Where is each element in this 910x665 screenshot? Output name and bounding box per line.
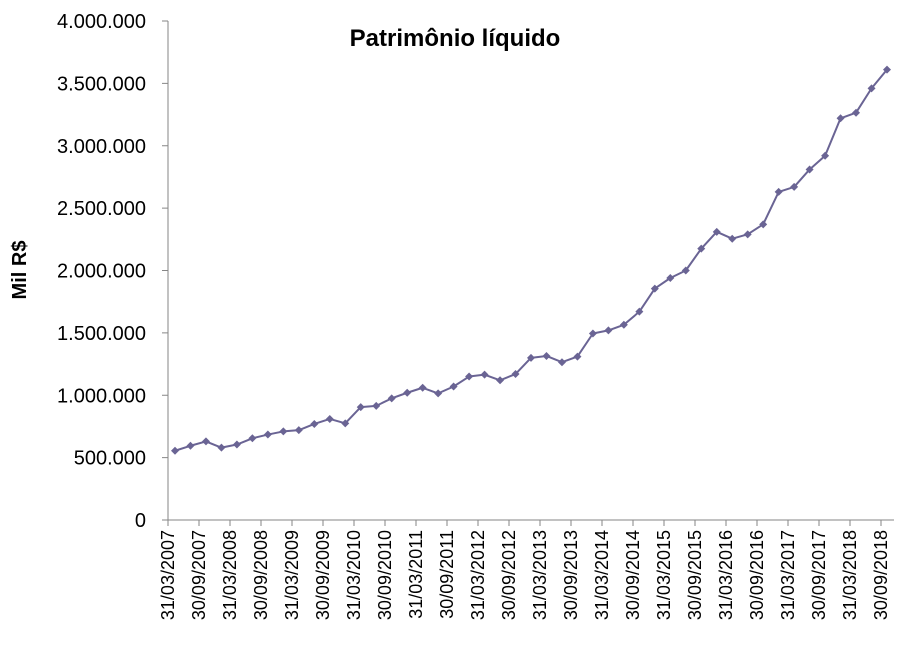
- data-point-marker: [248, 434, 257, 443]
- x-tick-label: 30/09/2012: [499, 530, 519, 620]
- data-point-marker: [418, 383, 427, 392]
- data-point-marker: [867, 84, 876, 93]
- x-tick-label: 30/09/2014: [623, 530, 643, 620]
- data-point-marker: [697, 244, 706, 253]
- data-point-marker: [496, 376, 505, 385]
- x-tick-label: 30/09/2010: [375, 530, 395, 620]
- x-tick-label: 30/09/2009: [313, 530, 333, 620]
- data-point-marker: [852, 108, 861, 117]
- data-point-marker: [821, 151, 830, 160]
- x-tick-label: 31/03/2010: [344, 530, 364, 620]
- data-point-marker: [341, 419, 350, 428]
- data-point-marker: [403, 388, 412, 397]
- x-tick-label: 31/03/2012: [468, 530, 488, 620]
- y-tick-label: 3.000.000: [57, 136, 146, 158]
- x-tick-label: 31/03/2009: [282, 530, 302, 620]
- x-tick-label: 31/03/2007: [158, 530, 178, 620]
- y-tick-label: 1.500.000: [57, 323, 146, 345]
- series-line: [174, 69, 888, 452]
- data-point-marker: [480, 370, 489, 379]
- data-point-marker: [542, 351, 551, 360]
- y-tick-label: 2.500.000: [57, 198, 146, 220]
- axes: [167, 21, 894, 521]
- x-tick-label: 30/09/2007: [189, 530, 209, 620]
- x-tick-label: 31/03/2014: [592, 530, 612, 620]
- data-point-marker: [666, 273, 675, 282]
- y-tick-label: 2.000.000: [57, 261, 146, 283]
- data-point-marker: [790, 182, 799, 191]
- x-tick-label: 31/03/2017: [778, 530, 798, 620]
- data-point-marker: [805, 165, 814, 174]
- data-point-marker: [588, 329, 597, 338]
- data-point-marker: [356, 403, 365, 412]
- data-point-marker: [681, 266, 690, 275]
- data-point-marker: [836, 114, 845, 123]
- y-tick-label: 3.500.000: [57, 73, 146, 95]
- x-tick-label: 31/03/2013: [530, 530, 550, 620]
- x-tick-label: 31/03/2016: [716, 530, 736, 620]
- data-point-marker: [217, 443, 226, 452]
- data-point-marker: [465, 372, 474, 381]
- y-tick-label: 500.000: [74, 448, 146, 470]
- data-point-marker: [573, 352, 582, 361]
- data-point-marker: [527, 353, 535, 362]
- y-axis-ticks: 0 500.000 1.000.000 1.500.000 2.000.000 2.500…: [57, 11, 168, 532]
- data-point-marker: [186, 441, 195, 450]
- x-axis-ticks: 31/03/2007 30/09/2007 31/03/2008 30/09/2008…: [158, 520, 891, 620]
- x-tick-label: 30/09/2018: [871, 530, 891, 620]
- data-point-marker: [449, 382, 458, 391]
- x-tick-label: 30/09/2017: [809, 530, 829, 620]
- data-point-marker: [759, 220, 768, 229]
- data-point-marker: [325, 414, 334, 423]
- series-layer: [171, 65, 891, 455]
- data-point-marker: [774, 187, 783, 196]
- x-tick-label: 31/03/2018: [840, 530, 860, 620]
- data-point-marker: [619, 320, 628, 329]
- data-point-marker: [650, 284, 659, 293]
- data-point-marker: [434, 389, 443, 398]
- data-point-marker: [232, 440, 241, 449]
- x-tick-label: 30/09/2016: [747, 530, 767, 620]
- y-tick-label: 0: [135, 510, 146, 532]
- data-point-marker: [201, 437, 210, 446]
- data-point-marker: [712, 227, 721, 236]
- data-point-marker: [604, 326, 613, 335]
- chart-title: Patrimônio líquido: [350, 25, 561, 52]
- y-tick-label: 4.000.000: [57, 11, 146, 33]
- data-point-marker: [263, 430, 272, 439]
- x-tick-label: 31/03/2015: [654, 530, 674, 620]
- data-point-marker: [743, 230, 752, 239]
- data-point-marker: [372, 401, 381, 410]
- data-point-marker: [279, 427, 288, 436]
- y-axis-label: Mil R$: [9, 241, 31, 300]
- data-point-marker: [310, 419, 319, 428]
- data-point-marker: [728, 234, 737, 243]
- x-tick-label: 30/09/2015: [685, 530, 705, 620]
- x-tick-label: 31/03/2011: [406, 530, 426, 619]
- data-point-marker: [883, 65, 891, 74]
- data-point-marker: [511, 370, 520, 379]
- x-tick-label: 30/09/2013: [561, 530, 581, 620]
- data-point-marker: [171, 446, 179, 455]
- data-point-marker: [557, 358, 566, 367]
- x-tick-label: 30/09/2011: [437, 530, 457, 619]
- y-tick-label: 1.000.000: [57, 385, 146, 407]
- data-point-marker: [635, 307, 644, 316]
- x-tick-label: 31/03/2008: [220, 530, 240, 620]
- x-tick-label: 30/09/2008: [251, 530, 271, 620]
- data-point-marker: [294, 426, 303, 435]
- data-point-marker: [387, 394, 396, 403]
